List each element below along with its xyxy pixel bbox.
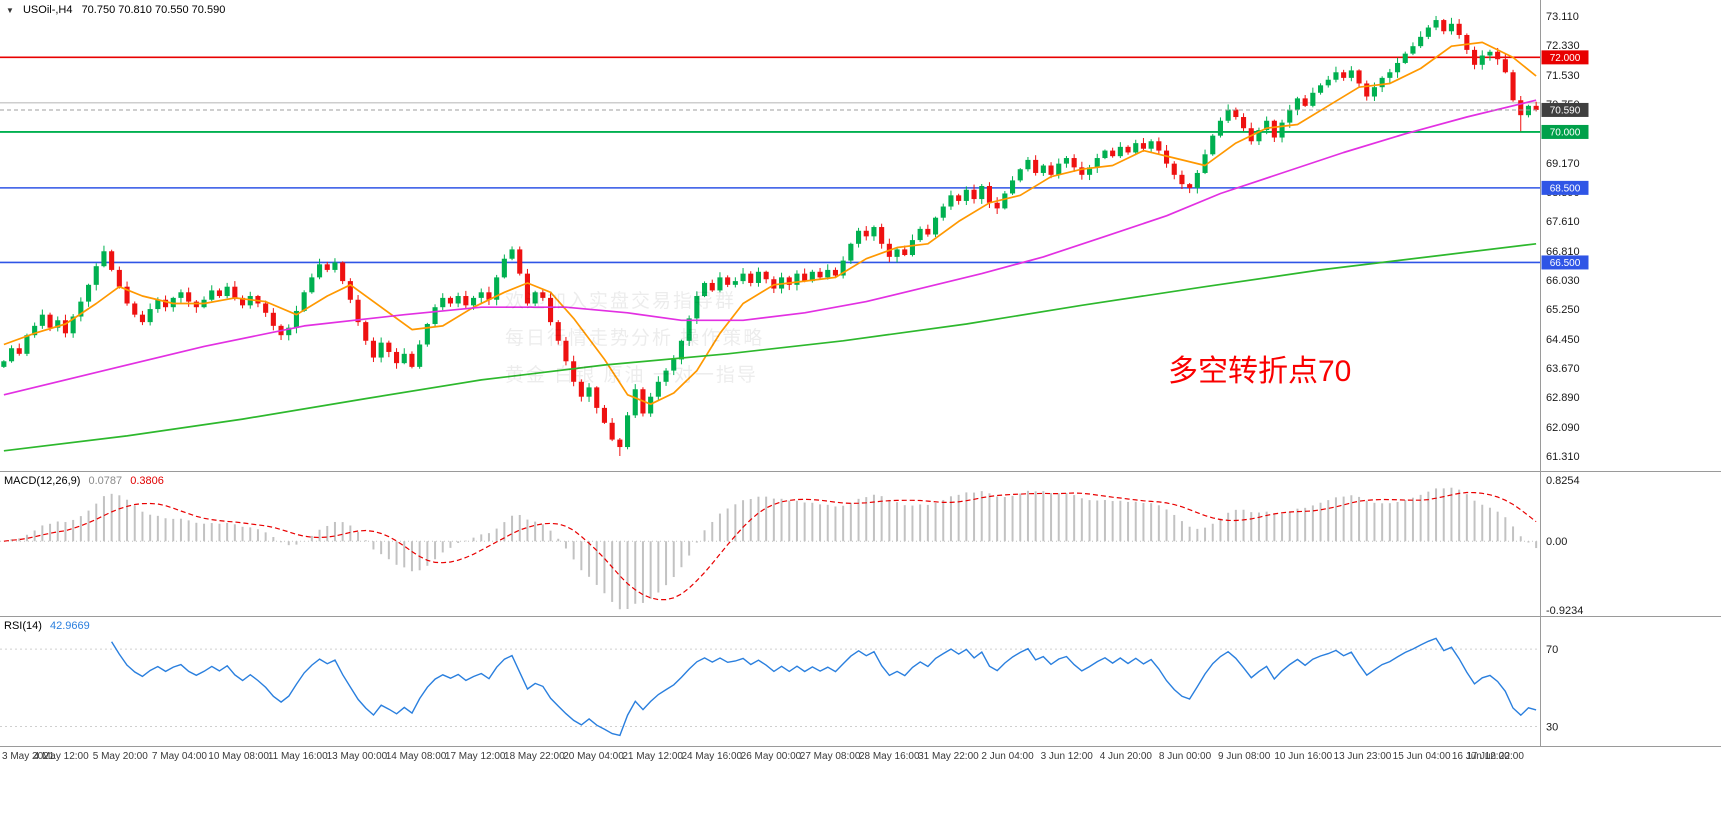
price-tick-label: 65.250 — [1546, 304, 1580, 316]
price-tag — [1541, 50, 1589, 65]
time-tick-label: 31 May 22:00 — [918, 751, 979, 762]
rsi-panel-surface[interactable] — [0, 616, 1540, 747]
price-tick-label: 62.090 — [1546, 422, 1580, 434]
time-tick-label: 13 Jun 23:00 — [1334, 751, 1392, 762]
price-tag-value: 66.500 — [1550, 258, 1581, 269]
time-tick-label: 24 May 16:00 — [681, 751, 742, 762]
macd-axis-max: 0.8254 — [1546, 475, 1580, 487]
price-tag-value: 70.000 — [1550, 127, 1581, 138]
price-axis-surface[interactable] — [1541, 0, 1721, 747]
price-tag — [1541, 180, 1589, 195]
price-tick-label: 73.110 — [1546, 11, 1579, 23]
chart-title: ▼ USOil-,H4 70.750 70.810 70.550 70.590 — [6, 4, 231, 16]
price-tick-label: 71.530 — [1546, 70, 1580, 82]
price-tick-label: 69.170 — [1546, 158, 1580, 170]
time-axis-surface[interactable] — [0, 747, 1721, 767]
price-tick-label: 64.450 — [1546, 334, 1580, 346]
time-tick-label: 5 May 20:00 — [93, 751, 148, 762]
macd-axis-zero: 0.00 — [1546, 536, 1567, 548]
time-tick-label: 11 May 16:00 — [268, 751, 328, 762]
time-tick-label: 21 May 12:00 — [622, 751, 683, 762]
time-tick-label: 17 Jun 22:00 — [1466, 751, 1524, 762]
rsi-line — [111, 637, 1537, 737]
time-tick-label: 20 May 04:00 — [563, 751, 624, 762]
rsi-level-label: 70 — [1546, 644, 1558, 656]
time-tick-label: 3 Jun 12:00 — [1041, 751, 1094, 762]
macd-signal-line — [3, 491, 1537, 601]
macd-indicator-label: MACD(12,26,9) 0.0787 0.3806 — [4, 475, 164, 487]
annotation-text: 多空转折点70 — [1168, 355, 1352, 388]
time-tick-label: 9 Jun 08:00 — [1218, 751, 1271, 762]
time-tick-label: 7 May 04:00 — [152, 751, 207, 762]
time-tick-label: 26 May 00:00 — [741, 751, 802, 762]
symbol-timeframe-label: USOil-,H4 — [22, 4, 73, 16]
time-tick-label: 8 Jun 00:00 — [1159, 751, 1212, 762]
time-tick-label: 10 Jun 16:00 — [1274, 751, 1332, 762]
price-tag-value: 68.500 — [1550, 183, 1581, 194]
macd-axis-min: -0.9234 — [1546, 605, 1583, 617]
price-tick-label: 72.330 — [1546, 40, 1580, 52]
rsi-indicator-label: RSI(14) 42.9669 — [4, 620, 90, 632]
rsi-value: 42.9669 — [49, 620, 90, 632]
time-tick-label: 2 Jun 04:00 — [981, 751, 1034, 762]
time-tick-label: 13 May 00:00 — [327, 751, 388, 762]
time-tick-label: 17 May 12:00 — [445, 751, 506, 762]
price-tag — [1541, 255, 1589, 270]
time-tick-label: 18 May 22:00 — [504, 751, 565, 762]
rsi-level-label: 30 — [1546, 722, 1558, 734]
main-plot-surface[interactable] — [0, 0, 1540, 471]
time-tick-label: 16 Jun 12:00 — [1452, 751, 1510, 762]
macd-name: MACD(12,26,9) — [4, 475, 81, 487]
macd-signal-value: 0.3806 — [130, 475, 164, 487]
time-tick-label: 27 May 08:00 — [800, 751, 861, 762]
macd-main-value: 0.0787 — [88, 475, 123, 487]
price-tick-label: 61.310 — [1546, 451, 1580, 463]
price-tag-value: 72.000 — [1550, 53, 1581, 64]
time-tick-label: 3 May 2021 — [2, 751, 55, 762]
ma-line-slow — [3, 242, 1537, 452]
time-tick-label: 4 Jun 20:00 — [1100, 751, 1153, 762]
time-tick-label: 10 May 08:00 — [208, 751, 269, 762]
price-tick-label: 62.890 — [1546, 392, 1580, 404]
chart-menu-icon[interactable]: ▼ — [6, 6, 14, 15]
ma-line-fast — [3, 41, 1537, 406]
time-tick-label: 4 May 12:00 — [34, 751, 89, 762]
ma-line-mid — [3, 99, 1537, 396]
time-tick-label: 28 May 16:00 — [859, 751, 920, 762]
price-tick-label: 67.610 — [1546, 216, 1580, 228]
price-tag — [1541, 102, 1589, 117]
price-tick-label: 66.030 — [1546, 275, 1580, 287]
time-tick-label: 15 Jun 04:00 — [1393, 751, 1451, 762]
macd-panel-surface[interactable] — [0, 471, 1540, 617]
price-tag-value: 70.590 — [1550, 105, 1581, 116]
ohlc-values: 70.750 70.810 70.550 70.590 — [81, 4, 226, 16]
price-tag — [1541, 124, 1589, 139]
rsi-name: RSI(14) — [4, 620, 42, 632]
price-tick-label: 66.810 — [1546, 246, 1580, 258]
price-tick-label: 63.670 — [1546, 363, 1580, 375]
time-tick-label: 14 May 08:00 — [386, 751, 447, 762]
